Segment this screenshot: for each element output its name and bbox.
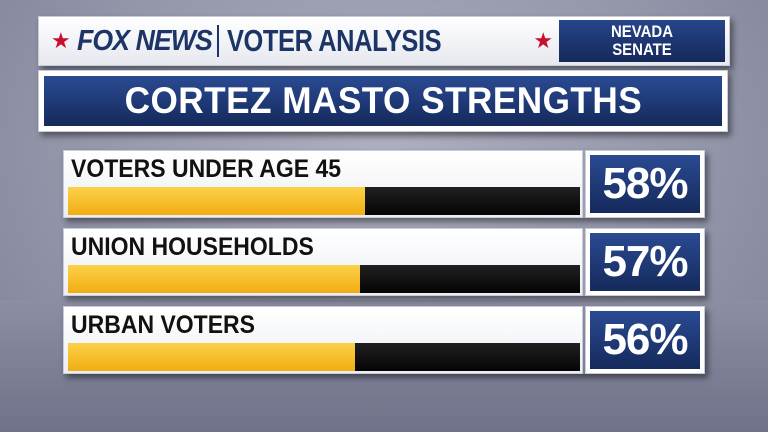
bar-panel: VOTERS UNDER AGE 45	[63, 150, 583, 218]
header-banner: ★ FOX NEWS VOTER ANALYSIS ★ NEVADA SENAT…	[38, 16, 730, 66]
value-box: 57%	[585, 228, 705, 296]
star-icon: ★	[533, 28, 554, 53]
value-box: 56%	[585, 306, 705, 374]
bar	[68, 265, 360, 293]
race-badge: NEVADA SENATE	[559, 20, 725, 62]
bar-track	[68, 265, 580, 293]
brand-bar: ★ FOX NEWS VOTER ANALYSIS ★	[39, 17, 554, 65]
race-state: NEVADA	[610, 22, 674, 41]
value-box-inner: 56%	[590, 311, 700, 369]
category-label: VOTERS UNDER AGE 45	[71, 155, 342, 183]
star-icon: ★	[51, 28, 71, 53]
network-logo: FOX NEWS	[76, 24, 213, 57]
data-label: 57%	[602, 237, 688, 286]
bar-row: UNION HOUSEHOLDS 57%	[63, 228, 705, 296]
bar-track	[68, 343, 580, 371]
bar-track	[68, 187, 580, 215]
bar-panel: UNION HOUSEHOLDS	[63, 228, 583, 296]
bar-panel: URBAN VOTERS	[63, 306, 583, 374]
category-label: URBAN VOTERS	[71, 311, 256, 339]
data-label: 58%	[602, 159, 688, 208]
race-office: SENATE	[612, 40, 672, 59]
bar-row: VOTERS UNDER AGE 45 58%	[63, 150, 705, 218]
data-label: 56%	[602, 315, 688, 364]
section-title: VOTER ANALYSIS	[227, 23, 442, 58]
bar	[68, 187, 365, 215]
value-box: 58%	[585, 150, 705, 218]
bar	[68, 343, 355, 371]
chart-title-bar: CORTEZ MASTO STRENGTHS	[44, 76, 722, 126]
value-box-inner: 57%	[590, 233, 700, 291]
category-label: UNION HOUSEHOLDS	[71, 233, 314, 261]
bar-row: URBAN VOTERS 56%	[63, 306, 705, 374]
chart-title: CORTEZ MASTO STRENGTHS	[124, 80, 642, 121]
header-divider	[217, 25, 220, 57]
chart-title-panel: CORTEZ MASTO STRENGTHS	[38, 70, 728, 132]
value-box-inner: 58%	[590, 155, 700, 213]
